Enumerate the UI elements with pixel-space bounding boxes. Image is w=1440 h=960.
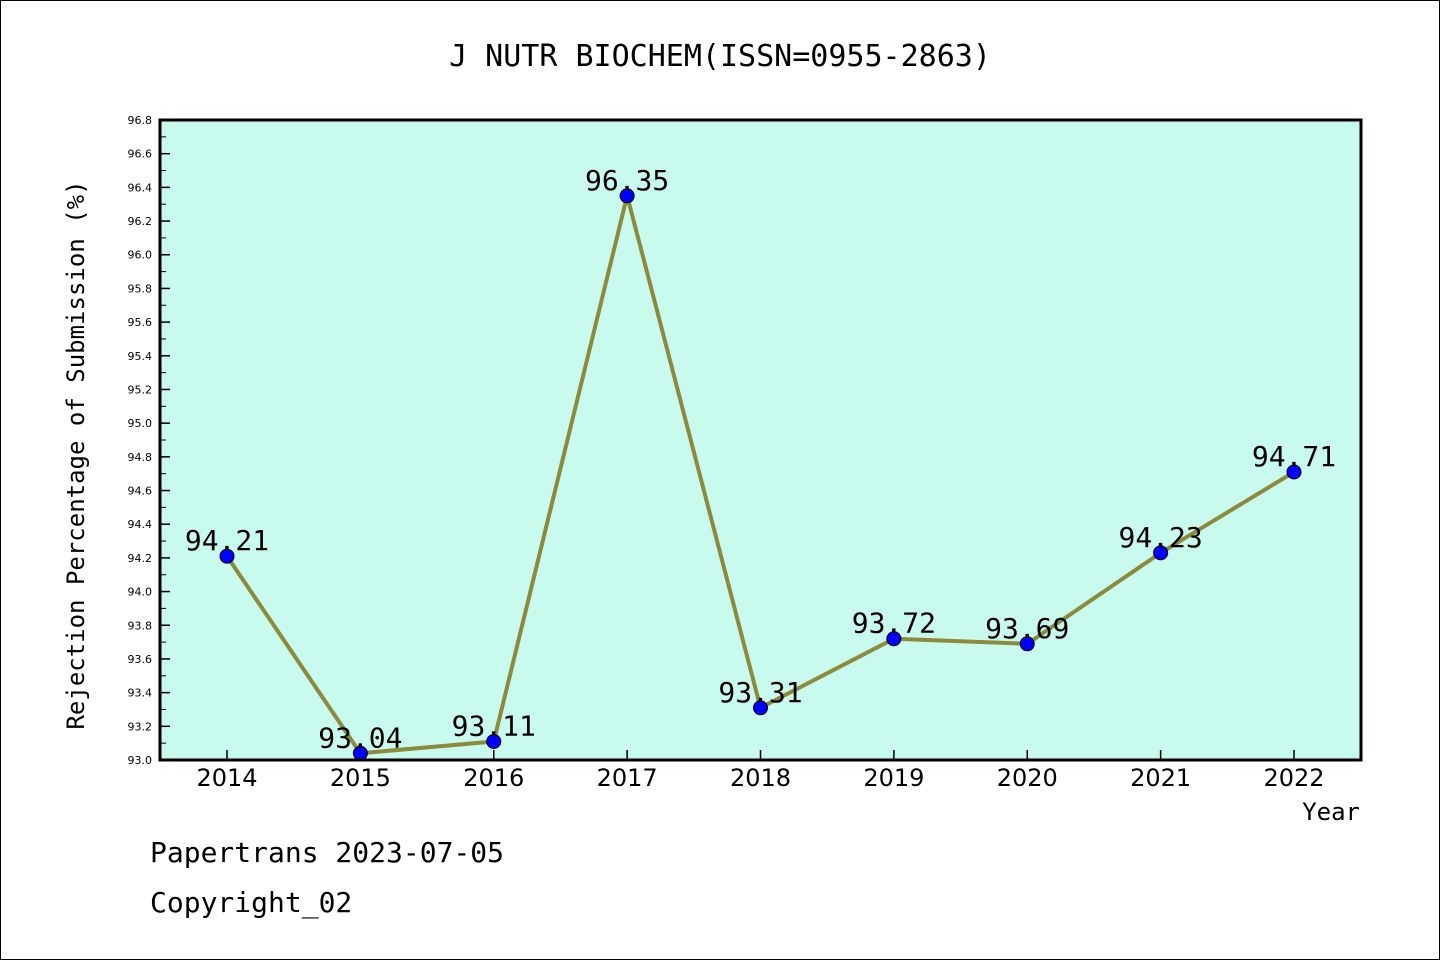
y-tick-label: 96.8 (128, 114, 153, 127)
data-point (1153, 545, 1169, 561)
data-point (1286, 464, 1302, 480)
data-label: 96.35 (585, 164, 669, 197)
y-tick-label: 95.2 (128, 383, 153, 396)
x-tick-label: 2019 (863, 764, 924, 792)
x-tick-label: 2018 (730, 764, 791, 792)
x-tick-label: 2017 (597, 764, 658, 792)
x-tick-label: 2022 (1263, 764, 1324, 792)
y-tick-label: 95.4 (128, 350, 153, 363)
y-axis-label: Rejection Percentage of Submission (%) (62, 180, 90, 729)
y-tick-label: 93.2 (128, 720, 153, 733)
y-tick-label: 95.6 (128, 316, 153, 329)
data-label: 94.71 (1252, 440, 1336, 473)
data-point (486, 733, 502, 749)
data-label: 93.31 (718, 676, 802, 709)
data-point (619, 188, 635, 204)
data-point (886, 631, 902, 647)
x-tick-label: 2015 (330, 764, 391, 792)
data-label: 93.11 (452, 709, 536, 742)
y-tick-label: 94.0 (128, 586, 153, 599)
x-tick-label: 2021 (1130, 764, 1191, 792)
y-tick-label: 93.0 (128, 754, 153, 767)
y-tick-label: 94.6 (128, 485, 153, 498)
footer-copyright-text: Copyright_02 (150, 886, 353, 919)
data-label: 93.04 (318, 721, 402, 754)
data-label: 94.21 (185, 524, 269, 557)
y-tick-label: 94.2 (128, 552, 153, 565)
y-tick-label: 95.0 (128, 417, 153, 430)
y-tick-label: 96.0 (128, 249, 153, 262)
data-label: 94.23 (1118, 521, 1202, 554)
data-point (219, 548, 235, 564)
data-point (1019, 636, 1035, 652)
data-labels: 94.21 93.04 93.11 96.35 93.31 93.72 93.69 94.23… (185, 164, 1336, 754)
data-label: 93.69 (985, 612, 1069, 645)
x-tick-label: 2020 (997, 764, 1058, 792)
data-point (753, 700, 768, 716)
chart-title: J NUTR BIOCHEM(ISSN=0955-2863) (449, 39, 991, 74)
y-tick-label: 94.4 (128, 518, 153, 531)
x-axis-label: Year (1302, 798, 1360, 826)
x-tick-label: 2014 (196, 764, 257, 792)
y-tick-label: 96.6 (128, 148, 153, 161)
plot-border (158, 118, 1363, 762)
footer-date-text: Papertrans 2023-07-05 (150, 836, 505, 869)
y-axis-ticks: 93.0 93.2 93.4 93.6 93.8 94.0 94.2 94.4 94.6 94.8… (128, 114, 170, 767)
y-tick-label: 93.8 (128, 619, 153, 632)
x-tick-label: 2016 (463, 764, 524, 792)
y-tick-label: 96.2 (128, 215, 153, 228)
y-tick-label: 96.4 (128, 181, 153, 194)
data-label: 93.72 (852, 607, 936, 640)
y-tick-label: 93.6 (128, 653, 153, 666)
y-tick-label: 93.4 (128, 687, 153, 700)
x-axis-ticks: 2014 2015 2016 2017 2018 2019 2020 2021 2022 (196, 750, 1325, 792)
y-tick-label: 94.8 (128, 451, 153, 464)
y-tick-label: 95.8 (128, 282, 153, 295)
plot-area (160, 120, 1361, 760)
